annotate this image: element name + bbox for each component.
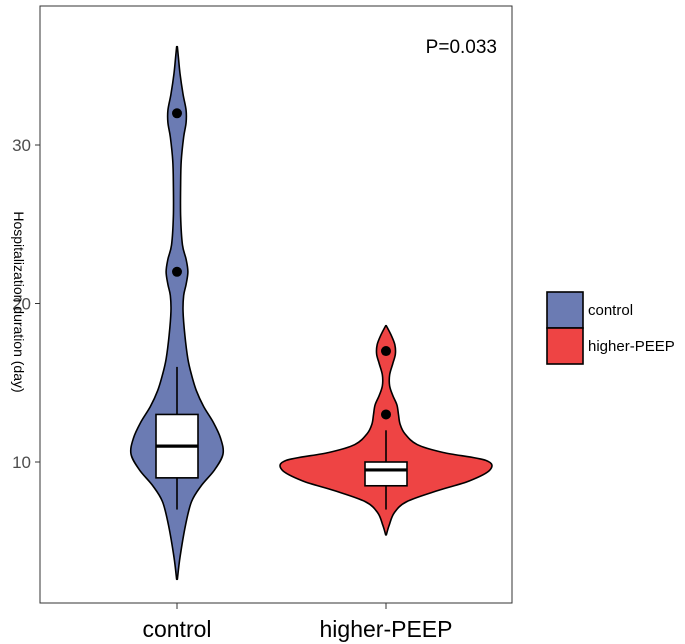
legend-label-control: control xyxy=(588,302,633,319)
y-axis: 10 20 30 xyxy=(12,136,40,472)
violin-group-higher-PEEP xyxy=(279,324,493,536)
outlier-point xyxy=(381,346,391,357)
legend-label-higher-PEEP: higher-PEEP xyxy=(588,338,675,355)
outlier-point xyxy=(172,108,182,119)
x-tick-label: control xyxy=(142,616,211,642)
violin-group-control xyxy=(129,45,225,581)
x-axis: control higher-PEEP xyxy=(142,603,452,642)
violin-layer xyxy=(129,45,493,581)
y-tick-label: 20 xyxy=(12,295,31,314)
y-tick-label: 30 xyxy=(12,136,31,155)
box-higher-PEEP xyxy=(364,461,408,487)
outlier-point xyxy=(381,409,391,420)
legend: control higher-PEEP xyxy=(546,291,675,365)
y-tick-label: 10 xyxy=(12,453,31,472)
violin-control xyxy=(129,45,225,581)
legend-key-control xyxy=(546,291,584,329)
plot-panel xyxy=(39,5,513,604)
p-value-annotation: P=0.033 xyxy=(426,37,497,58)
y-axis-title: Hospitalization duration (day) xyxy=(11,211,27,392)
x-tick-label: higher-PEEP xyxy=(320,616,453,642)
plot-border xyxy=(39,5,513,604)
legend-key-higher-PEEP xyxy=(546,327,584,365)
outlier-point xyxy=(172,266,182,277)
